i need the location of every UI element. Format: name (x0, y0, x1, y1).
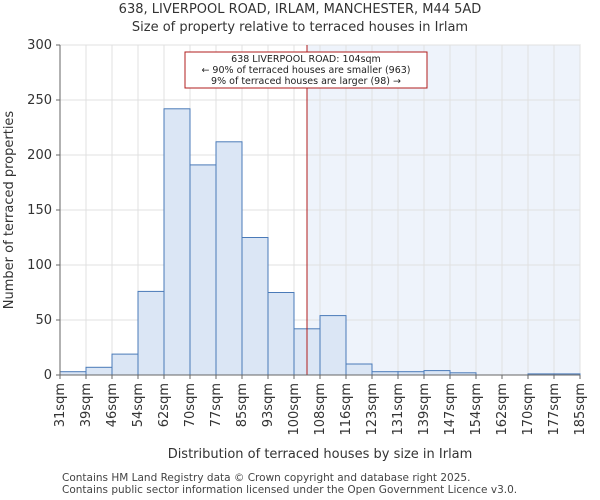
y-tick-label: 250 (27, 93, 52, 108)
x-tick-label: 116sqm (339, 383, 354, 436)
x-tick-label: 39sqm (79, 383, 94, 427)
marker-annotation: 638 LIVERPOOL ROAD: 104sqm ← 90% of terr… (184, 51, 428, 89)
x-tick-label: 70sqm (183, 383, 198, 427)
chart-title-address: 638, LIVERPOOL ROAD, IRLAM, MANCHESTER, … (118, 2, 482, 17)
x-tick-label: 170sqm (521, 383, 536, 436)
y-tick-label: 0 (44, 368, 52, 383)
x-tick-label: 31sqm (53, 383, 68, 427)
x-tick-label: 108sqm (313, 383, 328, 436)
x-tick-label: 162sqm (495, 383, 510, 436)
histogram-bar (267, 292, 295, 376)
histogram-bar (215, 141, 243, 376)
y-tick-label: 300 (27, 38, 52, 53)
annotation-label: 638 LIVERPOOL ROAD: 104sqm (231, 54, 381, 65)
annotation-larger-text: 9% of terraced houses are larger (98) → (211, 76, 401, 87)
y-tick-label: 150 (27, 203, 52, 218)
histogram-bar (345, 363, 373, 376)
y-tick-label: 200 (27, 148, 52, 163)
x-tick-label: 46sqm (105, 383, 120, 427)
x-tick-label: 177sqm (547, 383, 562, 436)
x-tick-label: 139sqm (417, 383, 432, 436)
x-tick-label: 147sqm (443, 383, 458, 436)
histogram-bar (85, 366, 113, 376)
y-axis: 0 50 100 150 200 250 300 (27, 38, 61, 383)
x-tick-label: 54sqm (131, 383, 146, 427)
annotation-smaller-text: ← 90% of terraced houses are smaller (96… (201, 65, 410, 76)
y-axis-label: Number of terraced properties (2, 111, 17, 310)
bars (59, 108, 581, 376)
chart-title: Size of property relative to terraced ho… (131, 20, 469, 35)
x-axis-label: Distribution of terraced houses by size … (168, 447, 473, 462)
x-tick-label: 123sqm (365, 383, 380, 436)
x-tick-label: 93sqm (261, 383, 276, 427)
histogram-bar (423, 370, 451, 376)
histogram-bar (163, 108, 191, 376)
histogram-bar (111, 353, 139, 376)
footer-copyright: Contains HM Land Registry data © Crown c… (62, 472, 471, 484)
x-tick-label: 100sqm (287, 383, 302, 436)
footer-licence: Contains public sector information licen… (62, 484, 518, 496)
histogram-bar (189, 164, 217, 376)
y-tick-label: 50 (35, 313, 52, 328)
x-tick-label: 62sqm (157, 383, 172, 427)
annotation-box (184, 51, 428, 89)
histogram-bar (137, 290, 165, 376)
histogram-bar (241, 237, 269, 376)
x-axis: 31sqm 39sqm 46sqm 54sqm 62sqm 70sqm 77sqm 85sqm… (53, 374, 588, 436)
x-tick-label: 154sqm (469, 383, 484, 436)
histogram-chart: 0 50 100 150 200 250 300 31sqm 39sqm 46sqm 54sqm 6… (2, 38, 588, 462)
x-tick-label: 85sqm (235, 383, 250, 427)
x-tick-label: 77sqm (209, 383, 224, 427)
histogram-bar (319, 315, 347, 376)
x-tick-label: 185sqm (573, 383, 588, 436)
y-tick-label: 100 (27, 258, 52, 273)
x-tick-label: 131sqm (391, 383, 406, 436)
